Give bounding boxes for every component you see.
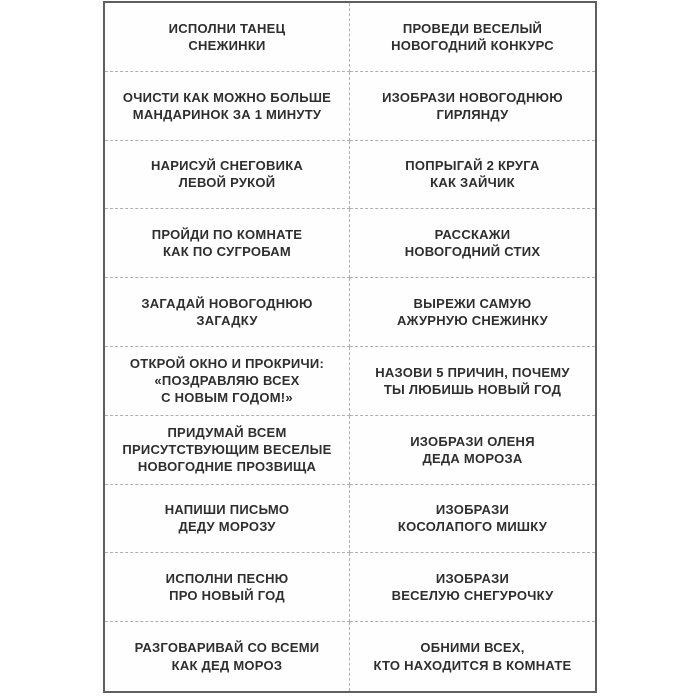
- task-card: ПРОЙДИ ПО КОМНАТЕ КАК ПО СУГРОБАМ: [105, 209, 350, 279]
- task-card: ИСПОЛНИ ПЕСНЮ ПРО НОВЫЙ ГОД: [105, 553, 350, 623]
- task-card: ПОПРЫГАЙ 2 КРУГА КАК ЗАЙЧИК: [350, 141, 595, 210]
- task-card: ОЧИСТИ КАК МОЖНО БОЛЬШЕ МАНДАРИНОК ЗА 1 …: [105, 71, 350, 141]
- game-cards-sheet: ИСПОЛНИ ТАНЕЦ СНЕЖИНКИ ПРОВЕДИ ВЕСЕЛЫЙ Н…: [103, 1, 597, 693]
- task-card: ОБНИМИ ВСЕХ, КТО НАХОДИТСЯ В КОМНАТЕ: [373, 640, 572, 673]
- task-card: ИЗОБРАЗИ ОЛЕНЯ ДЕДА МОРОЗА: [350, 416, 595, 485]
- task-card: ИЗОБРАЗИ ВЕСЕЛУЮ СНЕГУРОЧКУ: [350, 553, 595, 623]
- task-card: РАЗГОВАРИВАЙ СО ВСЕМИ КАК ДЕД МОРОЗ: [105, 622, 350, 691]
- task-card: ВЫРЕЖИ САМУЮ АЖУРНУЮ СНЕЖИНКУ: [350, 278, 595, 347]
- task-card: ПРИДУМАЙ ВСЕМ ПРИСУТСТВУЮЩИМ ВЕСЕЛЫЕ НОВ…: [105, 415, 350, 485]
- task-card: НАРИСУЙ СНЕГОВИКА ЛЕВОЙ РУКОЙ: [105, 140, 350, 210]
- task-card: ЗАГАДАЙ НОВОГОДНЮЮ ЗАГАДКУ: [105, 278, 350, 347]
- task-card: НАПИШИ ПИСЬМО ДЕДУ МОРОЗУ: [105, 484, 350, 554]
- task-card: ОТКРОЙ ОКНО И ПРОКРИЧИ: «ПОЗДРАВЛЯЮ ВСЕХ…: [105, 347, 350, 416]
- task-card: РАССКАЖИ НОВОГОДНИЙ СТИХ: [350, 209, 595, 279]
- task-card: ИЗОБРАЗИ НОВОГОДНЮЮ ГИРЛЯНДУ: [350, 72, 595, 141]
- task-card: ИСПОЛНИ ТАНЕЦ СНЕЖИНКИ: [105, 3, 350, 72]
- task-card: ПРОВЕДИ ВЕСЕЛЫЙ НОВОГОДНИЙ КОНКУРС: [350, 3, 595, 72]
- task-card: ИЗОБРАЗИ КОСОЛАПОГО МИШКУ: [350, 485, 595, 554]
- task-card: НАЗОВИ 5 ПРИЧИН, ПОЧЕМУ ТЫ ЛЮБИШЬ НОВЫЙ …: [350, 347, 595, 416]
